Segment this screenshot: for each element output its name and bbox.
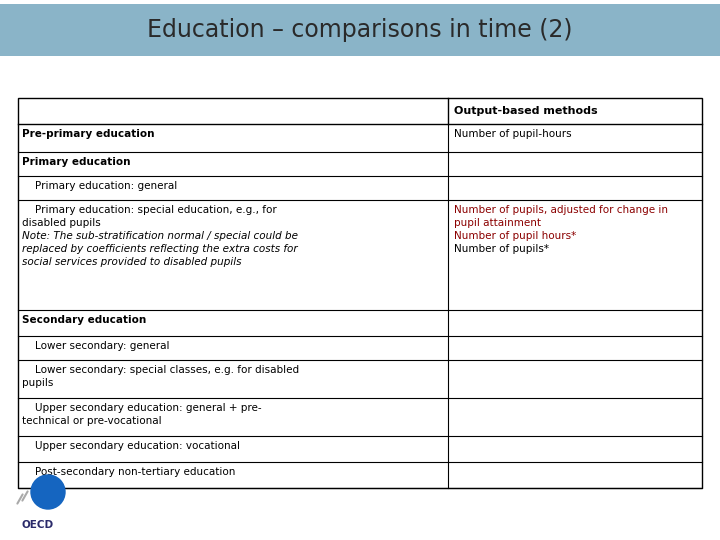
Text: disabled pupils: disabled pupils <box>22 218 101 228</box>
Text: replaced by coefficients reflecting the extra costs for: replaced by coefficients reflecting the … <box>22 244 297 254</box>
Text: social services provided to disabled pupils: social services provided to disabled pup… <box>22 257 241 267</box>
Text: Pre-primary education: Pre-primary education <box>22 129 155 139</box>
Text: Number of pupils, adjusted for change in: Number of pupils, adjusted for change in <box>454 205 668 215</box>
Text: Lower secondary: special classes, e.g. for disabled: Lower secondary: special classes, e.g. f… <box>22 365 299 375</box>
Text: Secondary education: Secondary education <box>22 315 146 325</box>
Text: Primary education: Primary education <box>22 157 130 167</box>
Circle shape <box>31 475 65 509</box>
Bar <box>18 98 702 488</box>
Text: Number of pupils*: Number of pupils* <box>454 244 549 254</box>
Text: pupil attainment: pupil attainment <box>454 218 541 228</box>
Text: Upper secondary education: general + pre-: Upper secondary education: general + pre… <box>22 403 261 413</box>
Text: Output-based methods: Output-based methods <box>454 106 598 116</box>
Text: Primary education: general: Primary education: general <box>22 181 177 191</box>
Text: Primary education: special education, e.g., for: Primary education: special education, e.… <box>22 205 276 215</box>
Text: technical or pre-vocational: technical or pre-vocational <box>22 416 161 426</box>
Text: OECD: OECD <box>22 520 54 530</box>
Bar <box>0 4 720 56</box>
Text: Education – comparisons in time (2): Education – comparisons in time (2) <box>148 18 572 42</box>
Text: Number of pupil hours*: Number of pupil hours* <box>454 231 576 241</box>
Text: Number of pupil-hours: Number of pupil-hours <box>454 129 572 139</box>
Text: Post-secondary non-tertiary education: Post-secondary non-tertiary education <box>22 467 235 477</box>
Text: pupils: pupils <box>22 378 53 388</box>
Text: Lower secondary: general: Lower secondary: general <box>22 341 169 351</box>
Text: Note: The sub-stratification normal / special could be: Note: The sub-stratification normal / sp… <box>22 231 298 241</box>
Text: Upper secondary education: vocational: Upper secondary education: vocational <box>22 441 240 451</box>
